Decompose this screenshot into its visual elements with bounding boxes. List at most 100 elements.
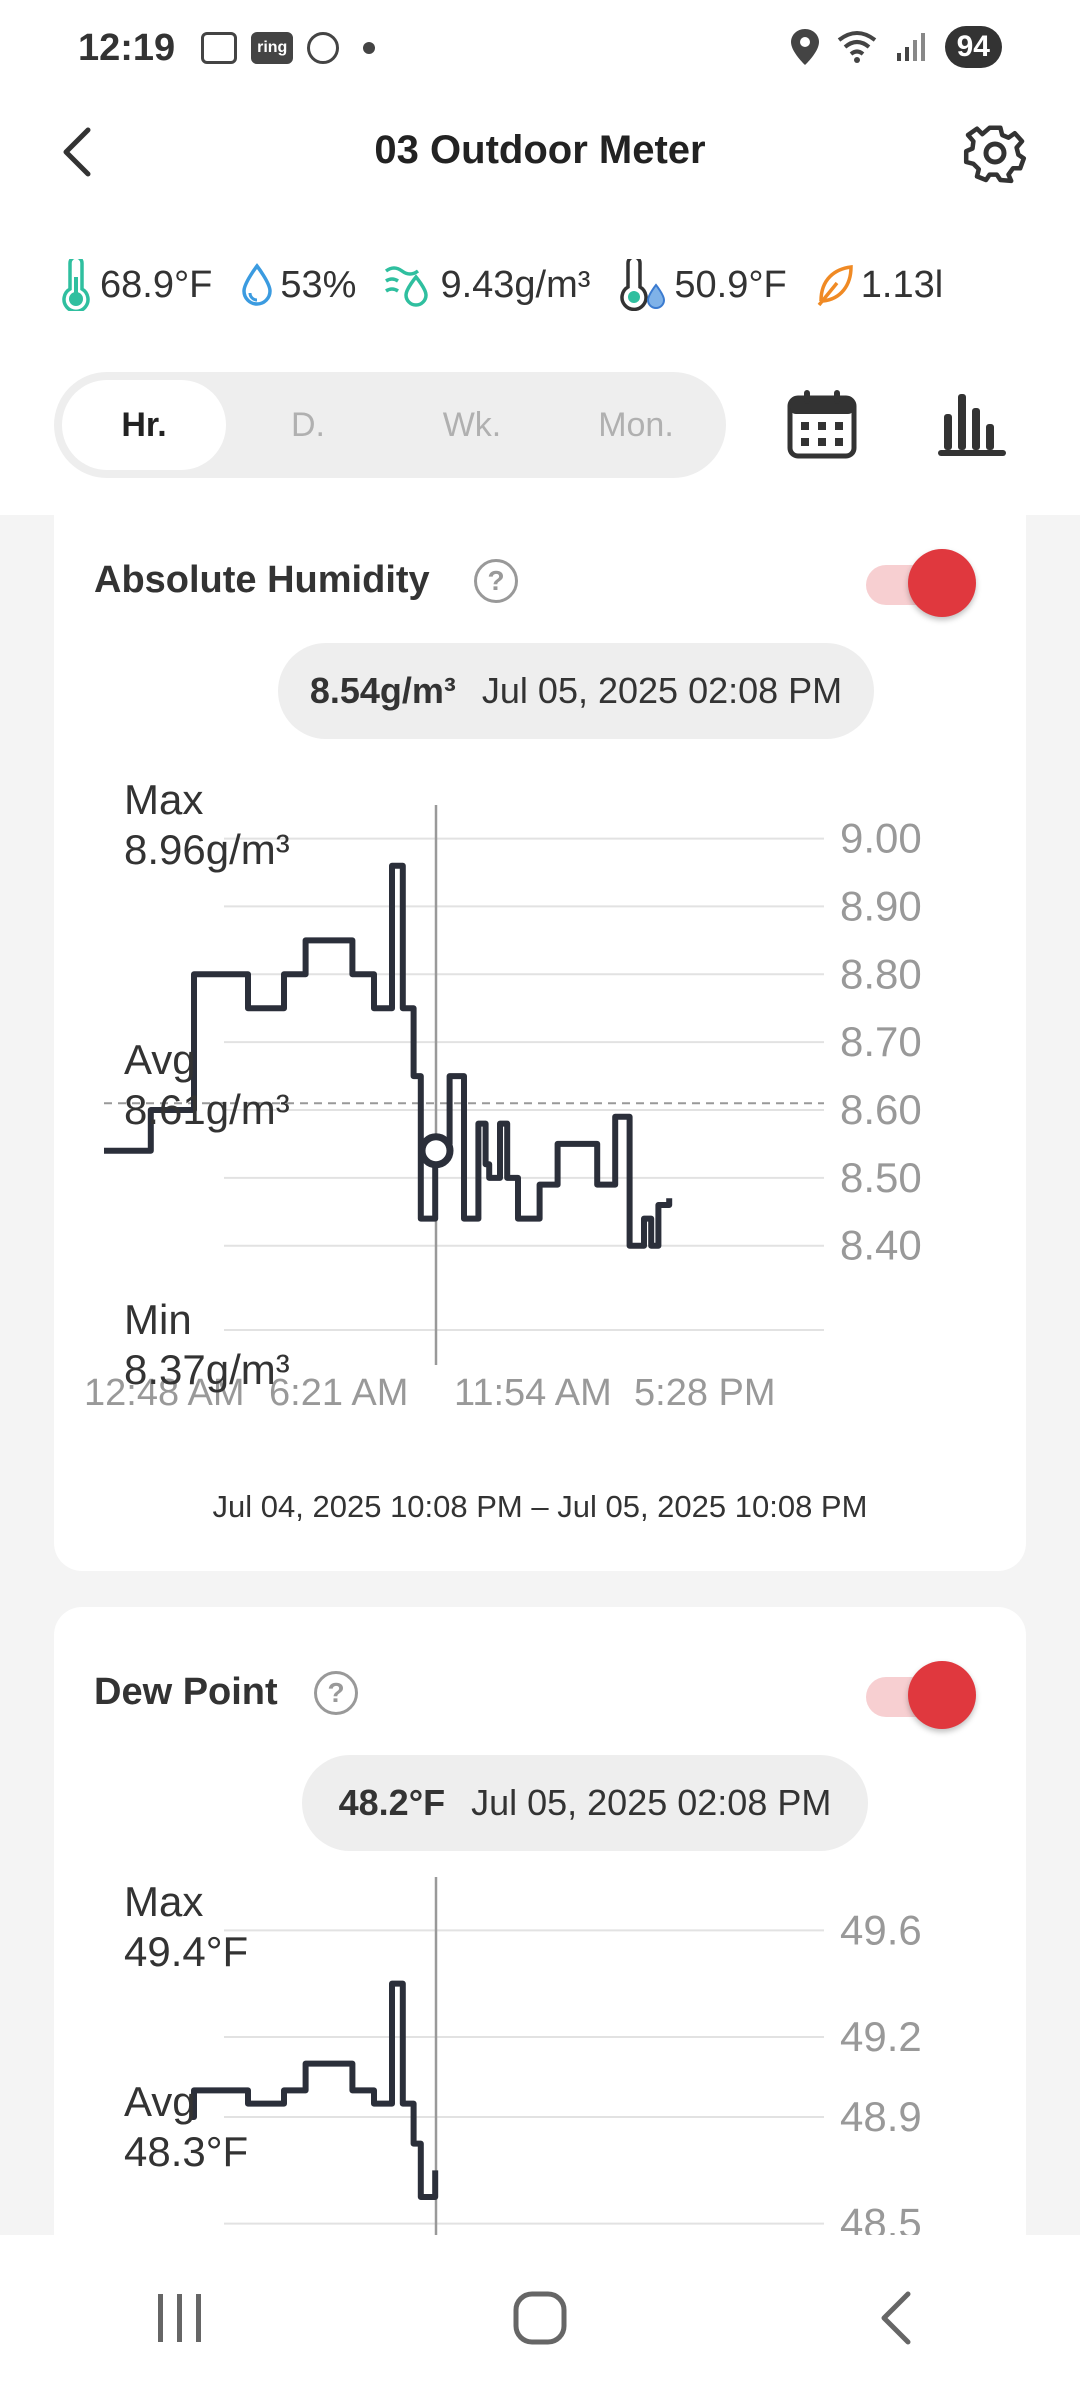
screenshot-icon xyxy=(201,32,238,64)
calendar-icon xyxy=(787,390,857,459)
series-line xyxy=(190,1980,439,2200)
avg-value: 8.61g/m³ xyxy=(124,1086,290,1133)
max-value: 49.4°F xyxy=(124,1928,249,1975)
max-label: Max xyxy=(124,1878,204,1925)
tab-month[interactable]: Mon. xyxy=(598,405,674,444)
y-tick-label: 8.90 xyxy=(840,882,922,929)
max-value: 8.96g/m³ xyxy=(124,826,290,873)
avg-stat: Avg 8.61g/m³ xyxy=(124,1035,290,1135)
selected-point-marker xyxy=(418,1133,454,1169)
avg-stat: Avg 48.3°F xyxy=(124,2077,248,2177)
content-area[interactable]: Absolute Humidity ? 8.54g/m³ Jul 05, 202… xyxy=(0,515,1080,2235)
toggle-knob xyxy=(908,549,976,617)
leaf-icon xyxy=(817,265,853,307)
toggle-knob xyxy=(908,1661,976,1729)
absolute-humidity-icon xyxy=(385,266,429,307)
x-tick-label: 6:21 AM xyxy=(269,1372,408,1414)
vpd-value: 1.13l xyxy=(860,263,944,306)
ring-icon: ring xyxy=(251,32,294,64)
help-icon[interactable]: ? xyxy=(474,559,518,603)
tooltip-time: Jul 05, 2025 02:08 PM xyxy=(481,670,843,711)
avg-label: Avg xyxy=(124,1036,196,1083)
absolute-humidity-card: Absolute Humidity ? 8.54g/m³ Jul 05, 202… xyxy=(54,515,1026,1571)
absolute-humidity-chart[interactable]: 9.00 8.90 8.80 8.70 8.60 8.50 8.40 12:48 AM 6:21… xyxy=(54,765,1026,1425)
y-tick-label: 8.80 xyxy=(840,950,922,997)
chevron-left-icon xyxy=(63,127,91,177)
dew-point-value: 50.9°F xyxy=(674,263,787,306)
tooltip-value: 48.2°F xyxy=(338,1782,446,1823)
absolute-humidity-metric: 9.43g/m³ xyxy=(384,263,590,307)
settings-button[interactable] xyxy=(962,120,1028,186)
dew-point-toggle[interactable] xyxy=(866,1661,976,1729)
max-label: Max xyxy=(124,776,204,823)
min-label: Min xyxy=(124,1296,192,1343)
home-button[interactable] xyxy=(480,2258,600,2378)
temperature-metric: 68.9°F xyxy=(58,259,212,311)
max-stat: Max 8.96g/m³ xyxy=(124,775,290,875)
avg-label: Avg xyxy=(124,2078,196,2125)
vpd-metric: 1.13l xyxy=(815,263,943,307)
y-tick-label: 9.00 xyxy=(840,815,922,862)
status-bar: 12:19 ring 94 xyxy=(0,0,1080,96)
absolute-humidity-toggle[interactable] xyxy=(866,549,976,617)
y-tick-label: 49.6 xyxy=(840,1906,922,1953)
water-drop-icon xyxy=(242,263,273,306)
min-value: 8.37g/m³ xyxy=(124,1346,290,1393)
recent-apps-button[interactable] xyxy=(120,2258,240,2378)
app-notification-icon xyxy=(307,32,340,64)
help-icon[interactable]: ? xyxy=(314,1671,358,1715)
y-tick-label: 8.70 xyxy=(840,1018,922,1065)
x-tick-label: 12:48 AM xyxy=(84,1372,245,1414)
tab-week[interactable]: Wk. xyxy=(442,405,502,444)
more-notifications-icon xyxy=(363,42,376,54)
wifi-icon xyxy=(837,31,876,63)
chart-type-button[interactable] xyxy=(934,384,1010,460)
thermometer-icon xyxy=(62,259,90,311)
avg-value: 48.3°F xyxy=(124,2128,249,2175)
status-time: 12:19 xyxy=(78,26,176,69)
notification-icons: ring xyxy=(201,32,376,64)
time-range-tabs: Hr. D. Wk. Mon. xyxy=(54,372,726,478)
dew-point-chart[interactable]: 49.6 49.2 48.9 48.5 xyxy=(54,1877,1026,2235)
recent-apps-icon xyxy=(158,2293,201,2342)
max-stat: Max 49.4°F xyxy=(124,1877,248,1977)
selected-point-tooltip: 8.54g/m³ Jul 05, 2025 02:08 PM xyxy=(278,643,874,739)
card-title: Dew Point xyxy=(94,1671,278,1713)
bar-chart-icon xyxy=(938,394,1006,456)
y-tick-label: 8.50 xyxy=(840,1154,922,1201)
status-right: 94 xyxy=(790,26,1002,68)
card-title: Absolute Humidity xyxy=(94,559,430,601)
dew-point-icon xyxy=(620,259,666,311)
system-back-button[interactable] xyxy=(840,2258,960,2378)
system-nav-bar xyxy=(0,2235,1080,2400)
top-bar: 03 Outdoor Meter xyxy=(0,100,1080,210)
selected-point-tooltip: 48.2°F Jul 05, 2025 02:08 PM xyxy=(302,1755,868,1851)
tab-day[interactable]: D. xyxy=(291,405,325,444)
dew-point-metric: 50.9°F xyxy=(618,259,787,311)
page-title: 03 Outdoor Meter xyxy=(374,128,706,172)
y-tick-label: 48.5 xyxy=(840,2200,922,2235)
gear-icon xyxy=(963,125,1027,184)
min-stat: Min 8.37g/m³ xyxy=(124,1295,290,1395)
absolute-humidity-value: 9.43g/m³ xyxy=(440,263,591,306)
location-icon xyxy=(790,29,819,65)
date-range: Jul 04, 2025 10:08 PM – Jul 05, 2025 10:… xyxy=(212,1489,868,1524)
signal-icon xyxy=(896,33,925,61)
back-icon xyxy=(881,2291,911,2344)
series-line xyxy=(104,862,673,1249)
y-tick-label: 48.9 xyxy=(840,2093,922,2140)
humidity-metric: 53% xyxy=(240,263,356,307)
x-tick-label: 5:28 PM xyxy=(634,1372,776,1414)
tab-hour[interactable]: Hr. xyxy=(62,380,226,470)
y-tick-label: 8.40 xyxy=(840,1222,922,1269)
humidity-value: 53% xyxy=(280,263,357,306)
y-tick-label: 8.60 xyxy=(840,1086,922,1133)
chart-controls: Hr. D. Wk. Mon. xyxy=(54,370,1030,480)
back-button[interactable] xyxy=(50,122,110,182)
temperature-value: 68.9°F xyxy=(100,263,213,306)
calendar-button[interactable] xyxy=(784,386,860,462)
tooltip-value: 8.54g/m³ xyxy=(309,670,456,711)
y-tick-label: 49.2 xyxy=(840,2013,922,2060)
tooltip-time: Jul 05, 2025 02:08 PM xyxy=(471,1782,832,1823)
metrics-row: 68.9°F 53% 9.43g/m³ 50.9°F 1.13l xyxy=(58,250,1028,320)
